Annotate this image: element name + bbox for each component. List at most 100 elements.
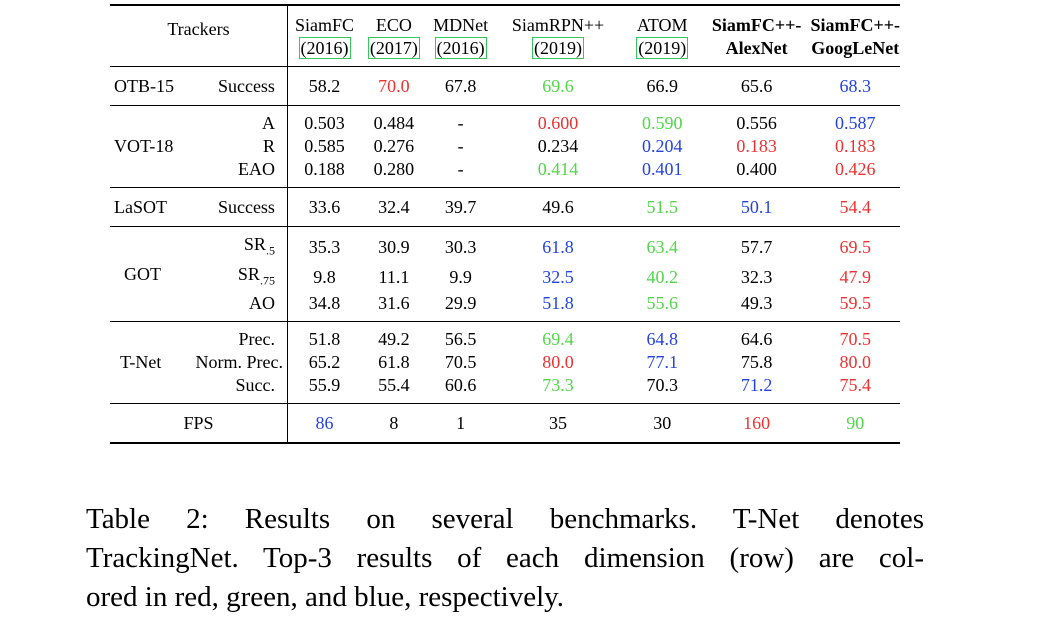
- cell: 0.280: [373, 159, 415, 179]
- table-caption: Table 2: Results on several benchmarks. …: [86, 500, 924, 617]
- cell: 51.8: [287, 321, 362, 352]
- table-row: Norm. Prec. 65.2 61.8 70.5 80.0 77.1 75.…: [110, 351, 900, 375]
- cell: 0.600: [494, 105, 622, 135]
- cell: 70.5: [444, 352, 477, 373]
- cell: 51.5: [621, 187, 703, 227]
- year-citation-link[interactable]: (2019): [636, 37, 689, 59]
- metric-label: SR.5: [193, 225, 288, 263]
- table-row: VOT-18 A 0.503 0.484 - 0.600 0.590 0.556…: [110, 105, 900, 188]
- metric-label: Success: [193, 187, 288, 227]
- cell: 57.7: [702, 225, 811, 263]
- dataset-label: OTB-15: [110, 66, 194, 106]
- cell: 0.400: [736, 159, 777, 179]
- cell: 0.585: [304, 136, 345, 156]
- metric-label: Succ.: [193, 374, 288, 404]
- metric-label: AO: [193, 292, 288, 322]
- cell: 0.556: [702, 105, 811, 135]
- caption-line: ored in red, green, and blue, respective…: [86, 581, 565, 613]
- dataset-label: T-Net: [110, 321, 194, 404]
- column-header-siamfc: SiamFC (2016): [287, 4, 362, 67]
- cell: 30.9: [361, 225, 427, 263]
- dataset-label: GOT: [110, 225, 194, 322]
- column-header-mdnet: MDNet (2016): [426, 4, 495, 67]
- cell: 50.1: [702, 187, 811, 227]
- cell: 49.2: [361, 321, 427, 352]
- metric-label: R: [193, 135, 288, 158]
- cell: 0.426: [834, 159, 876, 179]
- cell: 8: [361, 403, 427, 445]
- year-citation-link[interactable]: (2017): [367, 37, 420, 59]
- cell: -: [457, 136, 464, 156]
- metric-label: EAO: [193, 158, 288, 188]
- cell: 0.590: [621, 105, 703, 135]
- fps-label: FPS: [110, 403, 288, 445]
- table-row: EAO 0.188 0.280 - 0.414 0.401 0.400 0.42…: [110, 158, 900, 188]
- cell: 32.3: [740, 266, 773, 287]
- cell: -: [426, 105, 495, 135]
- cell: 65.2: [308, 352, 341, 373]
- cell: 49.3: [740, 293, 773, 314]
- table-row: OTB-15 Success 58.2 70.0 67.8 69.6 66.9 …: [110, 66, 900, 106]
- cell: 86: [287, 403, 362, 445]
- metric-label: A: [193, 105, 288, 135]
- cell: 9.8: [313, 266, 336, 287]
- cell: 61.8: [378, 352, 410, 373]
- cell: 29.9: [444, 293, 477, 314]
- table-row: R 0.585 0.276 - 0.234 0.204 0.183 0.183: [110, 135, 900, 158]
- cell: 71.2: [740, 375, 773, 396]
- cell: 69.5: [810, 225, 900, 263]
- trackers-header: Trackers: [110, 4, 288, 67]
- cell: 32.4: [361, 187, 427, 227]
- cell: 34.8: [308, 293, 341, 314]
- table-row: LaSOT Success 33.6 32.4 39.7 49.6 51.5 5…: [110, 187, 900, 227]
- cell: 58.2: [287, 66, 362, 106]
- cell: 64.8: [621, 321, 703, 352]
- cell: 0.234: [537, 136, 579, 156]
- cell: 66.9: [621, 66, 703, 106]
- dataset-label: VOT-18: [110, 105, 194, 188]
- cell: 31.6: [378, 293, 410, 314]
- cell: 40.2: [646, 266, 678, 287]
- results-table-container: Trackers SiamFC (2016) ECO (2017) MDNet …: [110, 4, 900, 445]
- year-citation-link[interactable]: (2016): [298, 37, 351, 59]
- cell: 51.8: [542, 293, 574, 314]
- cell: 61.8: [494, 225, 622, 263]
- cell: 73.3: [542, 375, 574, 396]
- column-header-siamfcpp-alexnet: SiamFC++- AlexNet: [702, 4, 811, 67]
- cell: 0.587: [810, 105, 900, 135]
- results-table: Trackers SiamFC (2016) ECO (2017) MDNet …: [110, 4, 900, 445]
- cell: 35.3: [287, 225, 362, 263]
- cell: 55.6: [646, 293, 678, 314]
- cell: 68.3: [810, 66, 900, 106]
- cell: 63.4: [621, 225, 703, 263]
- column-header-siamrpn: SiamRPN++ (2019): [494, 4, 622, 67]
- cell: 11.1: [378, 266, 410, 287]
- metric-label: SR.75: [193, 262, 288, 293]
- cell: 30: [621, 403, 703, 445]
- year-citation-link[interactable]: (2016): [434, 37, 487, 59]
- cell: 70.3: [646, 375, 678, 396]
- cell: 65.6: [702, 66, 811, 106]
- dataset-label: LaSOT: [110, 187, 194, 227]
- cell: 30.3: [426, 225, 495, 263]
- cell: 0.414: [537, 159, 579, 179]
- cell: 70.5: [810, 321, 900, 352]
- column-header-siamfcpp-googlenet: SiamFC++- GoogLeNet: [810, 4, 900, 67]
- cell: 80.0: [542, 352, 574, 373]
- table-row: SR.75 9.8 11.1 9.9 32.5 40.2 32.3 47.9: [110, 262, 900, 293]
- table-row: T-Net Prec. 51.8 49.2 56.5 69.4 64.8 64.…: [110, 321, 900, 404]
- cell: 0.484: [361, 105, 427, 135]
- year-citation-link[interactable]: (2019): [532, 37, 584, 59]
- column-header-eco: ECO (2017): [361, 4, 427, 67]
- cell: 64.6: [702, 321, 811, 352]
- cell: 0.188: [304, 159, 345, 179]
- cell: 0.183: [736, 136, 777, 156]
- cell: 77.1: [646, 352, 678, 373]
- caption-line: TrackingNet. Top-3 results of each dimen…: [86, 542, 924, 574]
- cell: 55.4: [378, 375, 410, 396]
- cell: 56.5: [426, 321, 495, 352]
- table-row: FPS 86 8 1 35 30 160 90: [110, 403, 900, 445]
- cell: 0.401: [641, 159, 683, 179]
- caption-line: Table 2: Results on several benchmarks. …: [86, 503, 924, 535]
- cell: 35: [494, 403, 622, 445]
